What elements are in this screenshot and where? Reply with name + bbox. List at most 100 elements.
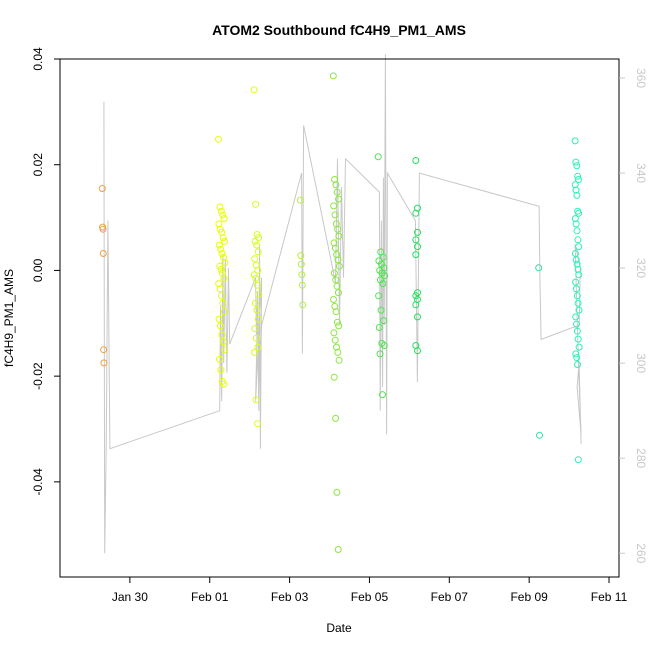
data-point	[253, 281, 261, 289]
data-point	[298, 281, 306, 289]
data-point	[376, 276, 384, 284]
x-tick-label: Feb 05	[351, 590, 389, 604]
data-point	[334, 256, 342, 264]
data-point	[572, 313, 580, 321]
data-point	[333, 188, 341, 196]
data-point	[253, 241, 261, 249]
data-point	[332, 276, 340, 284]
data-point	[572, 220, 580, 228]
data-point	[573, 320, 580, 328]
data-point	[252, 274, 260, 282]
data-point	[572, 350, 580, 358]
data-point	[254, 420, 261, 428]
data-point	[253, 231, 261, 238]
data-point	[377, 306, 385, 314]
data-point	[330, 269, 338, 277]
data-point	[219, 299, 227, 307]
data-point	[215, 315, 223, 323]
data-point	[573, 354, 581, 362]
data-point	[574, 335, 582, 343]
x-tick-label: Feb 11	[591, 590, 628, 604]
data-point	[220, 215, 228, 223]
data-point	[414, 228, 421, 236]
data-point	[219, 211, 227, 219]
data-point	[335, 356, 343, 364]
data-point	[299, 301, 307, 309]
data-point	[254, 248, 262, 256]
data-point	[381, 272, 389, 280]
data-point	[217, 207, 225, 215]
data-point	[217, 265, 225, 273]
data-point	[216, 225, 224, 233]
data-point	[571, 137, 579, 145]
data-point	[575, 243, 583, 251]
data-point	[412, 157, 420, 164]
data-point	[380, 317, 388, 325]
data-point	[572, 186, 580, 194]
data-point	[379, 391, 386, 399]
data-point	[254, 315, 262, 323]
data-point	[251, 348, 258, 356]
x-axis: Jan 30 Feb 01 Feb 03 Feb 05 Feb 07 Feb 09 Feb …	[112, 577, 628, 604]
data-point	[330, 329, 338, 337]
data-point	[250, 86, 258, 94]
data-point	[251, 255, 259, 263]
data-point	[414, 347, 421, 355]
data-point	[253, 306, 261, 314]
data-point	[572, 278, 580, 286]
x-axis-label: Date	[326, 621, 352, 635]
x-tick-label: Feb 01	[191, 590, 229, 604]
data-point	[575, 176, 582, 183]
data-point	[220, 274, 228, 282]
data-point	[334, 289, 342, 297]
data-point	[99, 250, 107, 257]
data-point	[250, 271, 258, 279]
data-point	[332, 181, 340, 189]
data-point	[335, 195, 343, 203]
data-point	[333, 318, 341, 326]
data-point	[414, 313, 421, 321]
y-axis-label: fC4H9_PM1_AMS	[2, 269, 16, 367]
data-point	[215, 241, 223, 249]
data-point	[218, 250, 226, 257]
y2-tick-label: 280	[634, 448, 648, 468]
data-point	[218, 331, 226, 339]
data-point	[374, 153, 382, 161]
data-point	[255, 234, 263, 242]
data-points	[98, 72, 583, 553]
data-point	[329, 72, 337, 80]
data-point	[330, 296, 337, 303]
data-point	[252, 334, 260, 342]
data-point	[571, 215, 579, 223]
data-point	[297, 260, 305, 268]
data-point	[216, 285, 224, 293]
y2-tick-label: 360	[634, 68, 648, 88]
data-point	[574, 236, 582, 244]
data-point	[219, 234, 227, 242]
data-point	[298, 271, 306, 279]
x-tick-label: Jan 30	[112, 590, 148, 604]
data-point	[333, 488, 341, 496]
data-point	[375, 324, 383, 331]
data-point	[334, 348, 342, 356]
data-point	[412, 301, 420, 309]
data-point	[414, 243, 421, 251]
data-point	[330, 202, 338, 210]
data-point	[254, 343, 262, 351]
data-point	[216, 262, 224, 270]
data-point	[573, 162, 581, 170]
data-point	[330, 373, 338, 381]
heading-line-layer	[103, 54, 582, 554]
data-point	[331, 244, 339, 252]
data-point	[380, 342, 388, 349]
data-point	[98, 185, 106, 192]
y2-tick-label: 340	[634, 163, 648, 183]
data-point	[99, 225, 107, 233]
data-point	[571, 250, 579, 257]
data-point	[379, 280, 387, 288]
data-point	[331, 336, 339, 344]
data-point	[572, 158, 580, 166]
data-point	[535, 264, 543, 272]
plot-frame	[59, 58, 620, 578]
